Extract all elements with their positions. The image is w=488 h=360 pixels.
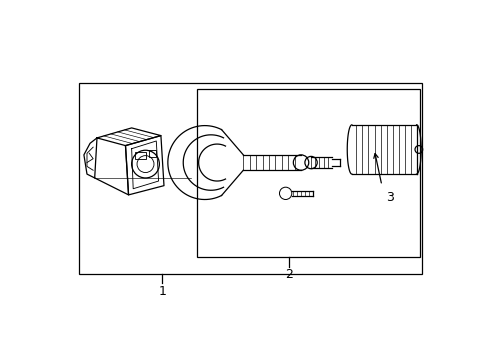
Bar	[135, 152, 145, 159]
Bar	[197, 89, 420, 257]
Text: 3: 3	[385, 191, 393, 204]
Bar	[79, 83, 421, 274]
Text: 1: 1	[158, 285, 166, 298]
Bar	[149, 150, 155, 157]
Text: 2: 2	[285, 268, 293, 281]
